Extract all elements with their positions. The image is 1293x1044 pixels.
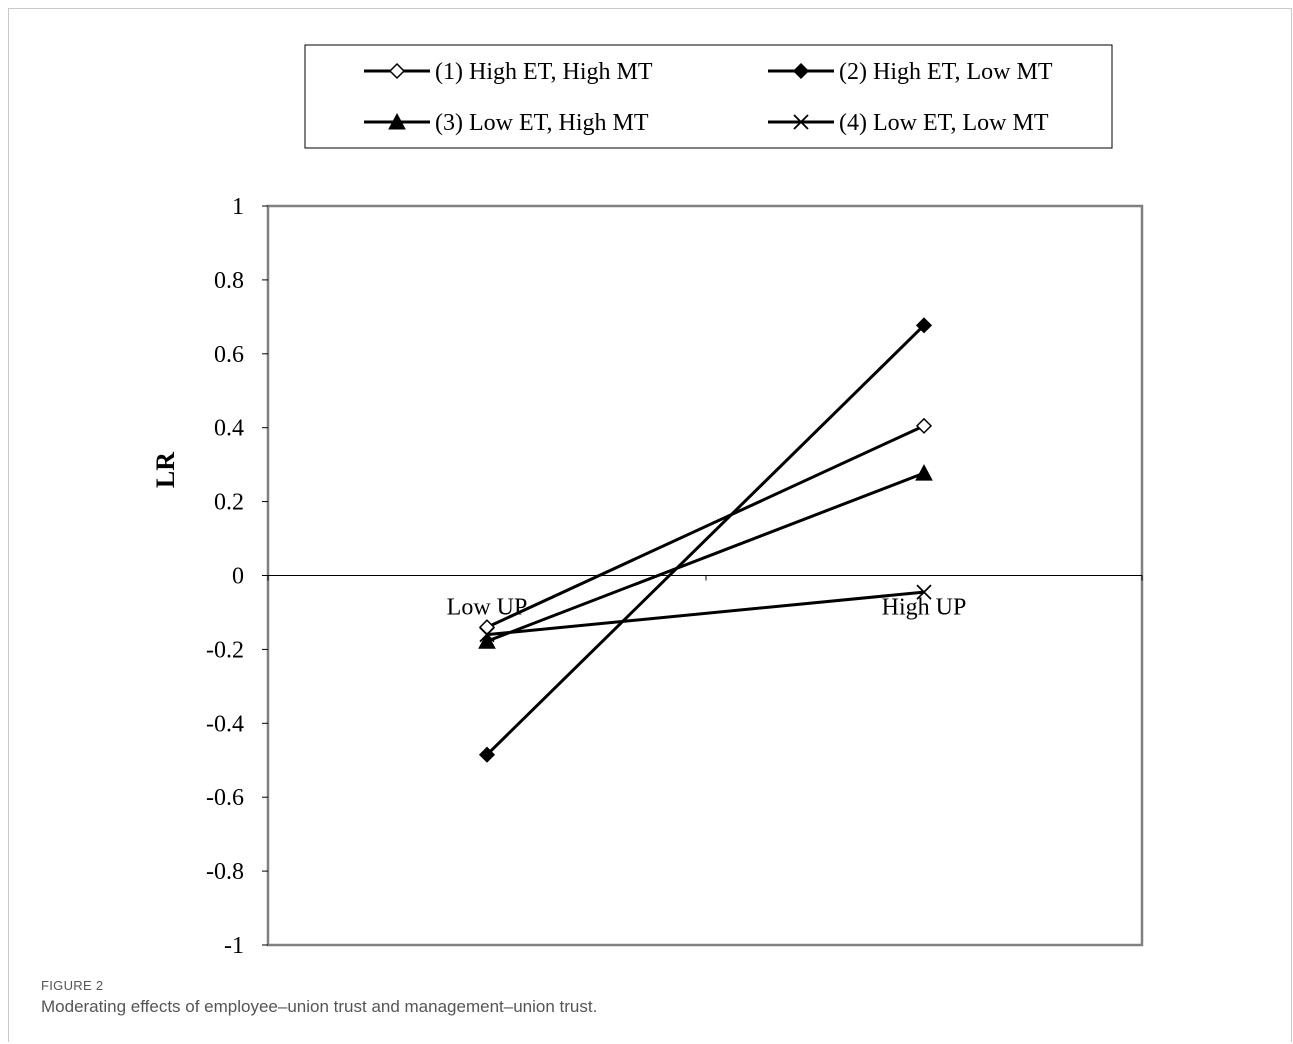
y-tick-label: 1 (232, 194, 244, 220)
data-point-series-3 (478, 632, 496, 649)
legend-marker (388, 112, 406, 130)
legend-label: (4) Low ET, Low MT (839, 110, 1049, 136)
y-tick-label: -1 (224, 933, 244, 959)
legend-marker (388, 62, 406, 80)
y-tick-label: 0.8 (214, 268, 244, 294)
series-line-1 (486, 424, 925, 629)
legend-marker (792, 62, 810, 80)
x-category-label: Low UP (447, 595, 528, 621)
y-tick-label: -0.6 (206, 785, 244, 811)
y-tick-label: 0.2 (214, 490, 244, 516)
x-category-label: High UP (882, 595, 967, 621)
figure-caption: Moderating effects of employee–union tru… (41, 997, 598, 1016)
data-point-series-2 (478, 746, 496, 763)
y-tick-label: 0 (232, 564, 244, 590)
data-point-series-1 (478, 619, 496, 636)
legend-label: (1) High ET, High MT (435, 59, 653, 85)
series-line-3 (486, 471, 925, 643)
figure-frame (8, 8, 1292, 1042)
series-line-4 (486, 590, 925, 637)
legend-label: (2) High ET, Low MT (839, 59, 1053, 85)
data-point-series-3 (915, 464, 933, 481)
legend-label: (3) Low ET, High MT (435, 110, 649, 136)
legend-marker (793, 114, 809, 130)
data-point-series-4 (479, 626, 495, 643)
y-tick-label: -0.4 (206, 711, 244, 737)
y-tick-label: 0.6 (214, 342, 244, 368)
y-axis-label: LR (151, 452, 180, 488)
data-point-series-4 (916, 584, 932, 600)
series-line-2 (485, 324, 926, 756)
data-point-series-1 (915, 417, 933, 434)
y-tick-label: -0.8 (206, 859, 244, 885)
data-point-series-2 (915, 317, 933, 334)
figure-label: FIGURE 2 (41, 978, 104, 993)
y-tick-label: 0.4 (214, 416, 244, 442)
y-tick-label: -0.2 (206, 637, 244, 663)
legend-box (304, 44, 1113, 149)
